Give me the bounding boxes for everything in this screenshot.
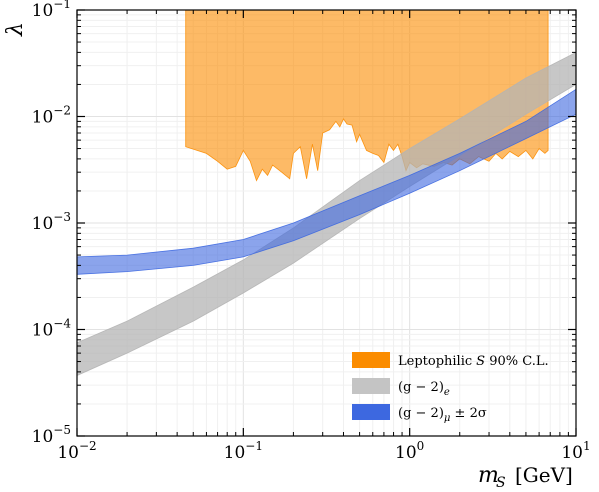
legend-label: (g − 2)e <box>398 380 450 398</box>
y-tick-label: 10−5 <box>32 423 71 447</box>
series-band-2 <box>77 88 576 275</box>
x-axis-var: m <box>478 463 499 488</box>
x-axis-label: m S [GeV] <box>478 463 573 491</box>
legend: Leptophilic S 90% C.L. (g − 2)e (g − 2)μ ± … <box>352 352 549 424</box>
legend-label: (g − 2)μ ± 2σ <box>398 406 487 424</box>
legend-swatch <box>352 404 390 420</box>
x-tick-label: 100 <box>395 439 424 463</box>
data-bands <box>77 10 576 376</box>
tick-labels: 10−2 10−1 100 101 10−5 10−4 10−3 10−2 10−1 <box>32 0 591 463</box>
ticks <box>76 9 577 437</box>
legend-swatch <box>352 352 390 368</box>
x-tick-label: 10−1 <box>224 439 263 463</box>
y-tick-label: 10−3 <box>32 210 71 234</box>
y-tick-label: 10−4 <box>32 317 72 341</box>
x-axis-unit: [GeV] <box>515 463 573 487</box>
x-axis-sub: S <box>496 475 506 491</box>
y-tick-label: 10−1 <box>32 0 71 21</box>
plot-frame <box>76 9 577 437</box>
x-tick-label: 101 <box>561 439 590 463</box>
x-tick-label: 10−2 <box>57 439 96 463</box>
legend-swatch <box>352 378 390 394</box>
y-tick-label: 10−2 <box>32 104 71 128</box>
y-axis-label: λ <box>3 22 28 37</box>
legend-label: Leptophilic S 90% C.L. <box>398 354 549 369</box>
